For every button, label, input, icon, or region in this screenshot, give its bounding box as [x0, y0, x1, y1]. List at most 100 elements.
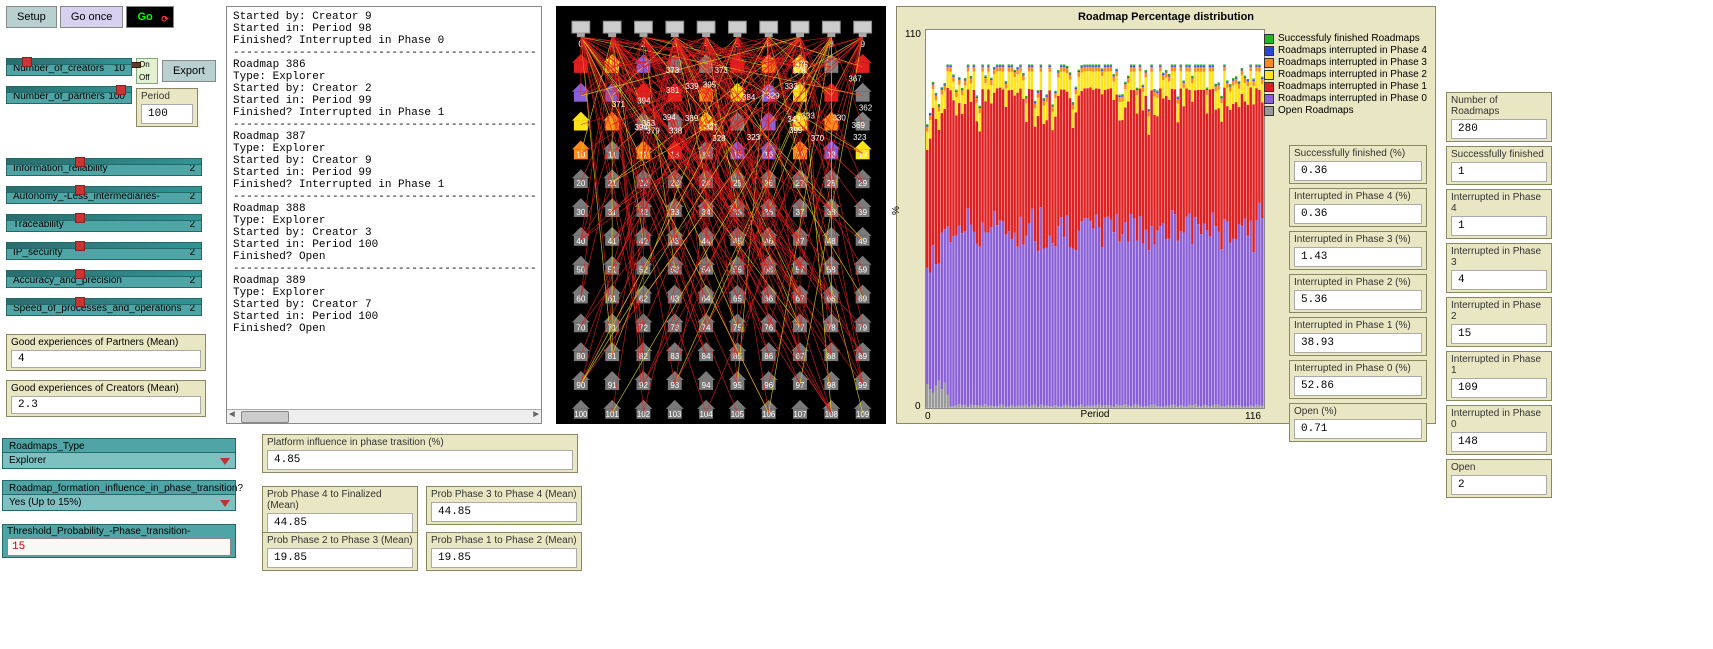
threshold-input[interactable] [7, 538, 231, 556]
svg-text:99: 99 [858, 381, 867, 390]
prob-label: Prob Phase 4 to Finalized (Mean) [267, 489, 413, 511]
accuracy-slider[interactable]: Accuracy_and_precision 2 [6, 270, 202, 288]
stat-s_i4: Interrupted in Phase 4 (%) 0.36 [1289, 188, 1427, 227]
legend-swatch [1264, 34, 1274, 44]
chart-xlabel: Period [925, 409, 1265, 420]
speed-slider[interactable]: Speed_of_processes_and_operations 2 [6, 298, 202, 316]
stat-label: Open (%) [1294, 406, 1422, 417]
svg-text:98: 98 [827, 381, 836, 390]
svg-text:73: 73 [670, 323, 679, 332]
svg-text:371: 371 [612, 100, 626, 109]
count-label: Successfully finished [1451, 149, 1547, 160]
legend-item: Roadmaps interrupted in Phase 0 [1264, 93, 1427, 104]
trace-slider[interactable]: Traceability 2 [6, 214, 202, 232]
prob-p34: Prob Phase 3 to Phase 4 (Mean) 44.85 [426, 486, 582, 525]
stat-value: 0.71 [1294, 419, 1422, 439]
svg-text:373: 373 [715, 66, 729, 75]
chart-stats-column: Successfully finished (%) 0.36Interrupte… [1289, 145, 1427, 446]
switch-off-label: Off [139, 73, 155, 82]
prob-p12: Prob Phase 1 to Phase 2 (Mean) 19.85 [426, 532, 582, 571]
svg-text:333: 333 [784, 82, 798, 91]
svg-text:394: 394 [637, 97, 651, 106]
svg-text:373: 373 [666, 66, 680, 75]
legend-swatch [1264, 106, 1274, 116]
chart-ylabel: % [891, 206, 902, 215]
console-text: Started by: Creator 9 Started in: Period… [227, 7, 541, 407]
count-value: 15 [1451, 324, 1547, 344]
svg-text:104: 104 [699, 410, 713, 419]
svg-text:20: 20 [576, 179, 585, 188]
count-open: Open 2 [1446, 459, 1552, 498]
output-console: Started by: Creator 9 Started in: Period… [226, 6, 542, 424]
plat-inf-label: Platform influence in phase trasition (%… [267, 437, 573, 448]
setup-button[interactable]: Setup [6, 6, 57, 28]
world-view: 0123456789101112131415161718192021222324… [556, 6, 886, 424]
svg-text:343: 343 [787, 115, 801, 124]
svg-text:329: 329 [766, 92, 780, 101]
svg-text:91: 91 [608, 381, 617, 390]
console-scrollbar[interactable] [227, 409, 541, 423]
count-value: 4 [1451, 270, 1547, 290]
prob-p23: Prob Phase 2 to Phase 3 (Mean) 19.85 [262, 532, 418, 571]
good-exp-partners-value: 4 [11, 350, 201, 368]
svg-text:103: 103 [668, 410, 682, 419]
legend-label: Roadmaps interrupted in Phase 0 [1278, 93, 1427, 104]
ip-slider[interactable]: IP_security 2 [6, 242, 202, 260]
svg-text:321: 321 [705, 123, 719, 132]
plat-inf-value: 4.85 [267, 450, 573, 470]
legend-swatch [1264, 58, 1274, 68]
stat-value: 0.36 [1294, 161, 1422, 181]
stat-s_open: Open (%) 0.71 [1289, 403, 1427, 442]
autonomy-slider[interactable]: Autonomy_-Less_intermediaries- 2 [6, 186, 202, 204]
go-button[interactable]: Go [126, 6, 173, 28]
svg-text:395: 395 [703, 81, 717, 90]
scrollbar-thumb[interactable] [241, 411, 289, 423]
export-switch[interactable]: On Off [136, 58, 158, 84]
legend-swatch [1264, 94, 1274, 104]
svg-text:367: 367 [849, 75, 863, 84]
roadmap-influence-chooser[interactable]: Roadmap_formation_influence_in_phase_tra… [2, 480, 236, 511]
legend-item: Roadmaps interrupted in Phase 3 [1264, 57, 1427, 68]
legend-label: Roadmaps interrupted in Phase 1 [1278, 81, 1427, 92]
svg-text:323: 323 [853, 133, 867, 142]
count-label: Interrupted in Phase 3 [1451, 246, 1547, 268]
period-monitor: Period 100 [136, 88, 198, 127]
legend-label: Roadmaps interrupted in Phase 2 [1278, 69, 1427, 80]
stat-label: Interrupted in Phase 3 (%) [1294, 234, 1422, 245]
period-label: Period [141, 91, 193, 102]
svg-text:105: 105 [731, 410, 745, 419]
stat-s_i3: Interrupted in Phase 3 (%) 1.43 [1289, 231, 1427, 270]
legend-label: Roadmaps interrupted in Phase 4 [1278, 45, 1427, 56]
svg-text:84: 84 [702, 352, 711, 361]
count-label: Interrupted in Phase 0 [1451, 408, 1547, 430]
svg-text:94: 94 [702, 381, 711, 390]
num-creators-slider[interactable]: Number_of_creators 10 [6, 58, 132, 76]
roadmaps-type-label: Roadmaps_Type [3, 439, 235, 452]
svg-text:338: 338 [669, 127, 683, 136]
roadmap-influence-label: Roadmap_formation_influence_in_phase_tra… [3, 481, 235, 494]
info-rel-slider[interactable]: Information_reliability 2 [6, 158, 202, 176]
legend-swatch [1264, 70, 1274, 80]
svg-text:333: 333 [802, 112, 816, 121]
svg-text:370: 370 [811, 134, 825, 143]
svg-text:69: 69 [858, 294, 867, 303]
threshold-input-box: Threshold_Probability_-Phase_transition- [2, 524, 236, 558]
stat-label: Interrupted in Phase 2 (%) [1294, 277, 1422, 288]
stat-label: Interrupted in Phase 4 (%) [1294, 191, 1422, 202]
svg-text:362: 362 [859, 103, 873, 112]
export-button[interactable]: Export [162, 60, 216, 82]
svg-text:49: 49 [858, 237, 867, 246]
good-exp-partners-label: Good experiences of Partners (Mean) [11, 337, 201, 348]
stat-s_i0: Interrupted in Phase 0 (%) 52.86 [1289, 360, 1427, 399]
svg-text:394: 394 [663, 113, 677, 122]
count-fin: Successfully finished 1 [1446, 146, 1552, 185]
svg-text:108: 108 [825, 410, 839, 419]
count-label: Number of Roadmaps [1451, 95, 1547, 117]
platform-influence-monitor: Platform influence in phase trasition (%… [262, 434, 578, 473]
num-partners-slider[interactable]: Number_of_partners 100 [6, 86, 132, 104]
roadmaps-type-chooser[interactable]: Roadmaps_Type Explorer [2, 438, 236, 469]
count-label: Open [1451, 462, 1547, 473]
go-once-button[interactable]: Go once [60, 6, 124, 28]
chart-plot-area [925, 29, 1265, 409]
stat-s_i2: Interrupted in Phase 2 (%) 5.36 [1289, 274, 1427, 313]
